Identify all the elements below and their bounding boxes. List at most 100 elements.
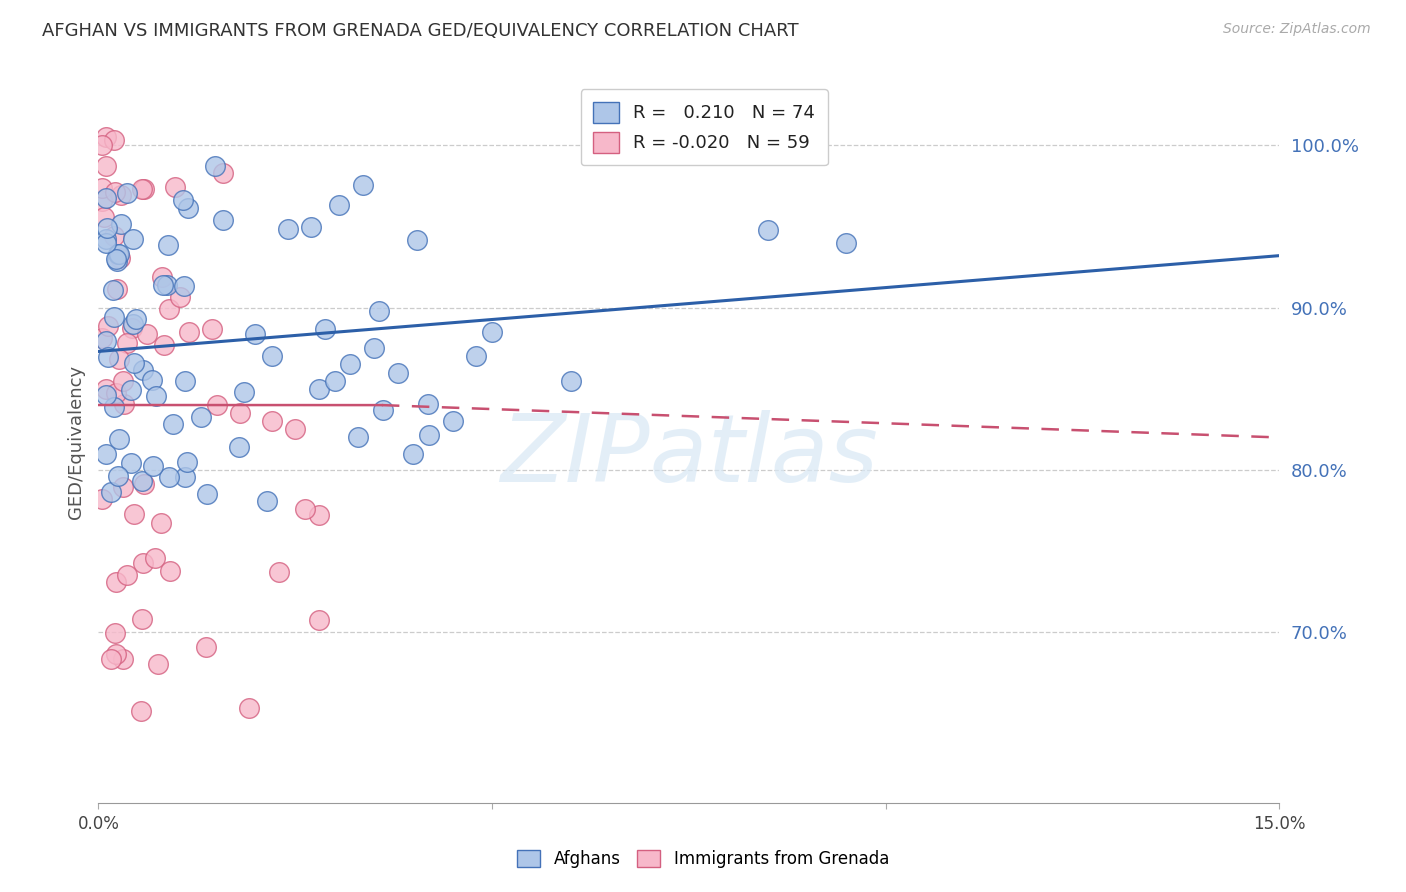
Point	[232, 384, 254, 399]
Point	[314, 322, 336, 336]
Point	[135, 326, 157, 341]
Point	[96, 130, 118, 145]
Point	[146, 657, 169, 672]
Point	[294, 502, 316, 516]
Point	[104, 575, 127, 590]
Point	[104, 185, 127, 199]
Point	[117, 567, 139, 582]
Point	[267, 565, 290, 579]
Point	[105, 254, 128, 268]
Point	[299, 219, 322, 234]
Y-axis label: GED/Equivalency: GED/Equivalency	[66, 365, 84, 518]
Point	[143, 551, 166, 566]
Point	[162, 417, 184, 432]
Point	[96, 447, 118, 461]
Point	[260, 349, 283, 363]
Point	[173, 279, 195, 293]
Point	[120, 456, 142, 470]
Point	[152, 337, 174, 351]
Point	[129, 704, 152, 718]
Point	[238, 701, 260, 715]
Point	[339, 358, 361, 372]
Point	[105, 282, 128, 296]
Point	[141, 373, 163, 387]
Point	[402, 447, 425, 461]
Point	[256, 493, 278, 508]
Point	[387, 366, 409, 380]
Point	[150, 270, 173, 285]
Text: ZIPatlas: ZIPatlas	[501, 410, 877, 501]
Point	[308, 508, 330, 523]
Point	[121, 317, 143, 331]
Point	[152, 278, 174, 293]
Point	[211, 166, 233, 180]
Point	[108, 251, 131, 265]
Point	[91, 491, 114, 506]
Point	[97, 350, 120, 364]
Point	[93, 210, 115, 224]
Point	[756, 222, 779, 236]
Point	[124, 311, 146, 326]
Point	[406, 233, 429, 247]
Legend: Afghans, Immigrants from Grenada: Afghans, Immigrants from Grenada	[510, 843, 896, 875]
Point	[190, 410, 212, 425]
Point	[277, 222, 299, 236]
Point	[353, 178, 375, 193]
Point	[308, 613, 330, 627]
Point	[156, 237, 179, 252]
Point	[122, 355, 145, 369]
Point	[122, 507, 145, 521]
Point	[228, 441, 250, 455]
Point	[103, 228, 125, 243]
Point	[91, 181, 114, 195]
Point	[172, 193, 194, 207]
Text: Source: ZipAtlas.com: Source: ZipAtlas.com	[1223, 22, 1371, 37]
Point	[156, 278, 179, 293]
Text: AFGHAN VS IMMIGRANTS FROM GRENADA GED/EQUIVALENCY CORRELATION CHART: AFGHAN VS IMMIGRANTS FROM GRENADA GED/EQ…	[42, 22, 799, 40]
Point	[205, 398, 228, 412]
Point	[121, 232, 143, 246]
Point	[418, 397, 440, 411]
Point	[284, 422, 307, 436]
Point	[142, 458, 165, 473]
Point	[441, 414, 464, 428]
Point	[163, 180, 186, 194]
Point	[195, 487, 218, 501]
Point	[111, 374, 134, 388]
Point	[100, 484, 122, 499]
Point	[110, 218, 132, 232]
Point	[229, 406, 252, 420]
Point	[134, 182, 156, 196]
Point	[150, 516, 173, 531]
Point	[157, 470, 180, 484]
Point	[108, 246, 131, 260]
Point	[177, 326, 200, 340]
Point	[115, 186, 138, 200]
Point	[465, 349, 488, 363]
Point	[347, 430, 370, 444]
Point	[481, 325, 503, 339]
Point	[169, 290, 191, 304]
Point	[131, 474, 153, 488]
Point	[91, 137, 114, 152]
Point	[159, 564, 181, 578]
Point	[104, 647, 127, 661]
Point	[132, 556, 155, 570]
Point	[176, 455, 198, 469]
Point	[260, 414, 283, 428]
Point	[174, 470, 197, 484]
Point	[96, 235, 118, 250]
Point	[103, 310, 125, 325]
Point	[96, 191, 118, 205]
Point	[835, 235, 858, 250]
Point	[204, 159, 226, 173]
Point	[211, 212, 233, 227]
Point	[111, 652, 134, 666]
Point	[104, 626, 127, 640]
Point	[121, 320, 143, 334]
Point	[105, 252, 128, 267]
Point	[368, 304, 391, 318]
Point	[132, 363, 155, 377]
Point	[177, 201, 200, 215]
Point	[91, 331, 114, 345]
